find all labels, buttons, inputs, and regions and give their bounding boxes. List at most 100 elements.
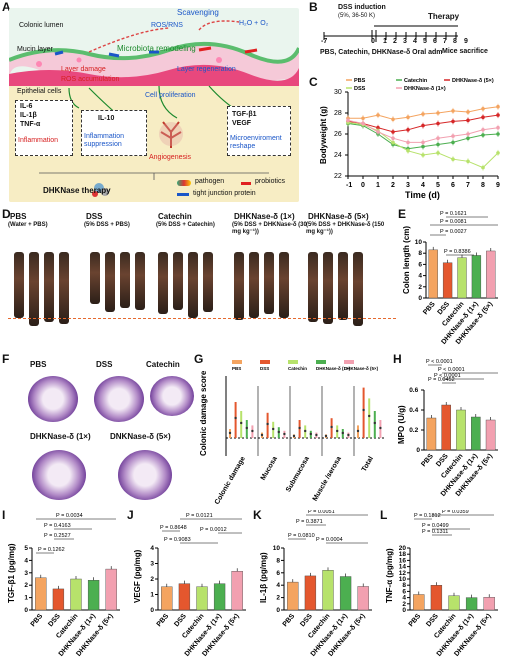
p-value-label: P = 0.2527 — [44, 533, 71, 539]
p-value-label: P = 0.0499 — [422, 523, 449, 529]
data-point — [451, 140, 455, 145]
bar — [483, 597, 495, 611]
y-tick-label: 10 — [399, 576, 407, 583]
score-point — [228, 431, 232, 435]
histology-label: DHKNase-δ (1×) — [30, 432, 91, 441]
data-point — [436, 151, 440, 155]
y-tick-label: 5 — [24, 545, 28, 552]
legend-label: DSS — [354, 86, 366, 92]
y-tick-label: 2 — [418, 284, 422, 291]
colon-specimen — [105, 252, 115, 312]
colon-specimen — [308, 252, 318, 322]
x-tick-label: 9 — [496, 182, 500, 189]
colon-specimen — [135, 252, 145, 310]
colon-specimen — [353, 252, 363, 326]
colon-specimen — [44, 252, 54, 322]
p-value-label: P = 0.0359 — [442, 510, 469, 515]
histology-label: DSS — [96, 360, 113, 369]
y-tick-label: 4 — [24, 557, 28, 564]
score-point — [356, 429, 360, 433]
y-tick-label: 0 — [24, 607, 28, 614]
p-value-label: P = 0.8648 — [160, 525, 187, 531]
x-category-label: DSS — [299, 613, 314, 629]
y-tick-label: 2 — [276, 595, 280, 602]
p-value-label: P < 0.0001 — [434, 373, 461, 379]
histology-section — [94, 376, 144, 422]
y-tick-label: 0.4 — [409, 407, 418, 414]
data-point — [406, 128, 410, 132]
group-header: DSS — [86, 212, 103, 221]
cytokine-il6: IL-6 — [20, 103, 33, 110]
data-point — [376, 130, 380, 134]
bar — [287, 581, 299, 611]
x-axis-label: Time (d) — [405, 190, 440, 200]
timeline-tick: 0 — [371, 38, 375, 45]
data-point — [361, 116, 365, 121]
panel-label-d: D — [2, 207, 11, 221]
colon-specimen — [59, 252, 69, 324]
dhknase-therapy-label: DHKNase therapy — [43, 186, 111, 195]
data-point — [391, 136, 395, 140]
x-category-label: PBS — [420, 453, 435, 469]
score-point — [272, 427, 275, 431]
colon-specimen — [249, 252, 259, 318]
x-tick-label: -1 — [346, 182, 352, 189]
bodyweight-chart: 22 24 26 28 30 -1 0 1 2 3 4 5 6 7 8 9 Time (d) Bodyweight… — [319, 78, 500, 200]
y-tick-label: 4 — [402, 595, 406, 602]
bar — [322, 570, 334, 611]
x-tick-label: 0 — [361, 182, 365, 189]
x-category-label: PBS — [282, 613, 297, 629]
data-point — [451, 157, 455, 161]
colonic-lumen-label: Colonic lumen — [19, 22, 64, 29]
data-point — [481, 115, 485, 119]
tight-junction-legend-icon — [177, 193, 189, 196]
group-header: DHKNase-δ (5×) — [308, 212, 369, 221]
p-value-label: P = 0.0121 — [186, 513, 213, 519]
x-category-label: PBS — [422, 301, 437, 317]
pathogen-legend-icon — [177, 180, 191, 186]
x-category-label: Mucosa — [260, 455, 279, 481]
y-tick-label: 4 — [276, 582, 280, 589]
bar — [35, 577, 47, 611]
y-axis-label: TNF-α (pg/mg) — [385, 548, 394, 603]
colon-specimen — [120, 252, 130, 308]
y-tick-label: 8 — [402, 582, 406, 589]
data-point — [496, 125, 500, 130]
colon-specimen — [173, 252, 183, 310]
p-value-label: P = 0.0051 — [308, 510, 335, 515]
score-point — [368, 414, 371, 418]
y-axis-label: Bodyweight (g) — [319, 106, 328, 164]
x-tick-label: 8 — [481, 182, 485, 189]
bar — [457, 257, 467, 299]
y-tick-label: 4 — [418, 273, 422, 280]
schematic-panel: Colonic lumen ROS/RNS Scavenging H₂O + O… — [9, 8, 299, 202]
p-value-label: P = 0.1262 — [38, 547, 65, 553]
data-point — [496, 151, 500, 155]
y-tick-label: 3 — [150, 561, 154, 568]
p-value-label: P = 0.0004 — [316, 537, 343, 543]
y-axis-label: Colonic damage score — [199, 370, 208, 456]
data-point — [481, 165, 485, 170]
score-point — [324, 434, 328, 438]
group-header: Catechin — [158, 212, 192, 221]
tight-junction-legend: tight junction protein — [193, 190, 256, 197]
y-tick-label: 0 — [418, 295, 422, 302]
score-point — [251, 429, 254, 433]
histology-section — [28, 376, 78, 422]
y-tick-label: 0.2 — [409, 427, 418, 434]
score-point — [341, 431, 344, 435]
panel-label-j: J — [127, 508, 134, 522]
data-point — [466, 118, 470, 123]
group-header: PBS — [10, 212, 27, 221]
group-subheader: (5% DSS + DHKNase-δ (30 mg kg⁻¹)) — [232, 222, 307, 235]
y-tick-label: 0 — [402, 607, 406, 614]
bar — [471, 255, 482, 299]
legend-label: DHKNase-δ (1×) — [316, 366, 351, 371]
score-point — [234, 416, 237, 420]
timeline-tick: -7 — [321, 38, 328, 45]
panel-label-a: A — [2, 0, 11, 14]
panel-label-b: B — [309, 0, 318, 14]
legend-label: Catechin — [404, 78, 428, 84]
y-tick-label: 24 — [334, 152, 342, 159]
